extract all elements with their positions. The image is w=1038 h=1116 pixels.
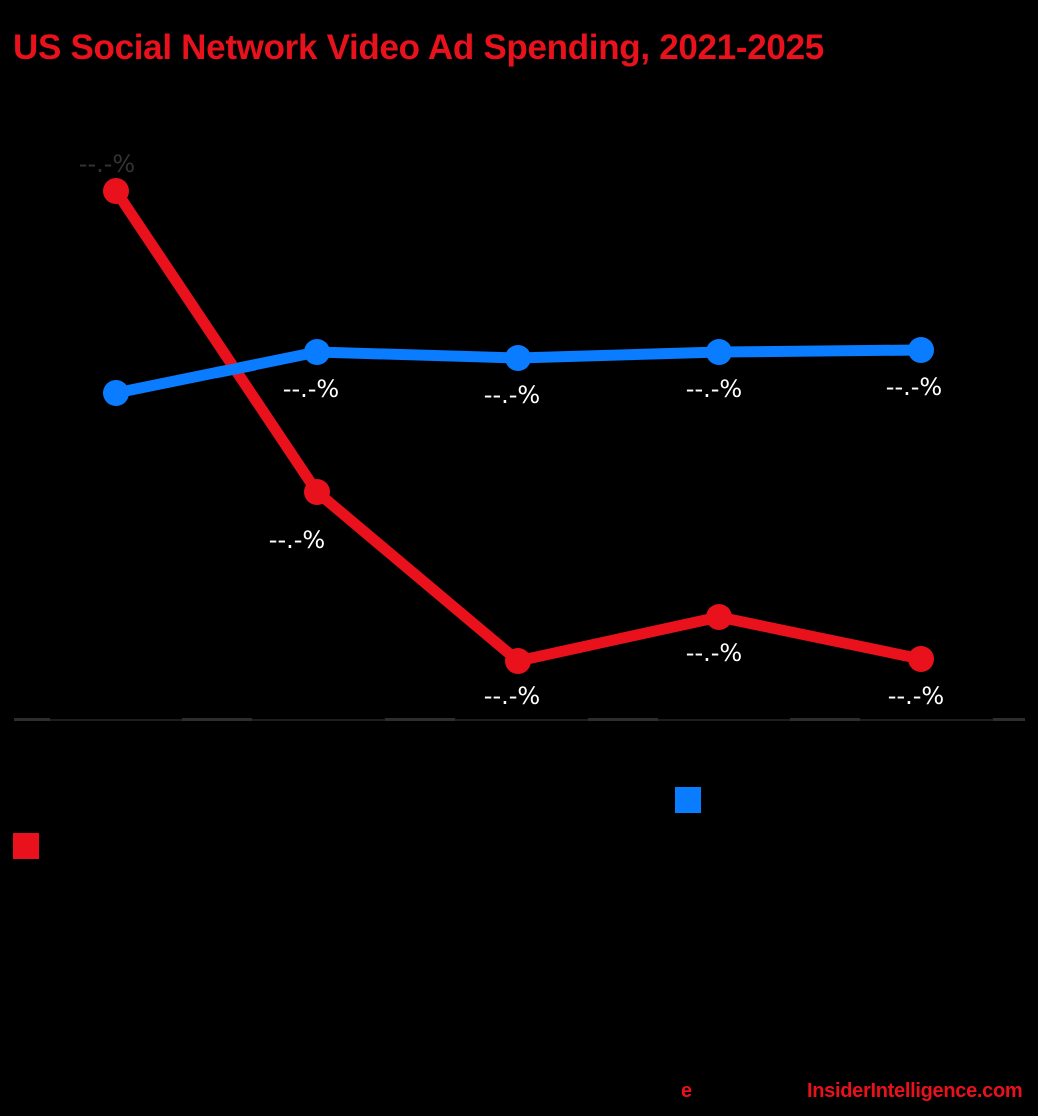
data-label: --.-%: [484, 682, 540, 710]
data-label: --.-%: [269, 526, 325, 554]
brand-logo: e: [681, 1080, 693, 1102]
data-label: --.-%: [686, 639, 742, 667]
data-labels: --.-% --.-% --.-% --.-% --.-% --.-% --.-…: [79, 150, 944, 710]
data-point[interactable]: [706, 604, 732, 630]
source-site-link[interactable]: InsiderIntelligence.com: [807, 1080, 1023, 1102]
legend-swatch-red: [13, 833, 39, 859]
data-point[interactable]: [505, 345, 531, 371]
data-point[interactable]: [304, 339, 330, 365]
data-label: --.-%: [886, 373, 942, 401]
data-label: --.-%: [283, 375, 339, 403]
data-point[interactable]: [908, 337, 934, 363]
legend-item-blue[interactable]: [675, 787, 713, 813]
legend-swatch-blue: [675, 787, 701, 813]
data-label: --.-%: [79, 150, 135, 178]
data-point[interactable]: [706, 339, 732, 365]
chart-title: US Social Network Video Ad Spending, 202…: [13, 28, 824, 67]
data-point[interactable]: [505, 648, 531, 674]
data-point[interactable]: [908, 646, 934, 672]
data-point[interactable]: [304, 479, 330, 505]
x-axis: [14, 718, 1025, 721]
data-point[interactable]: [103, 178, 129, 204]
legend-item-red[interactable]: [13, 833, 51, 859]
data-point[interactable]: [103, 380, 129, 406]
series-red: [103, 178, 934, 674]
data-label: --.-%: [888, 682, 944, 710]
data-label: --.-%: [686, 375, 742, 403]
data-label: --.-%: [484, 381, 540, 409]
